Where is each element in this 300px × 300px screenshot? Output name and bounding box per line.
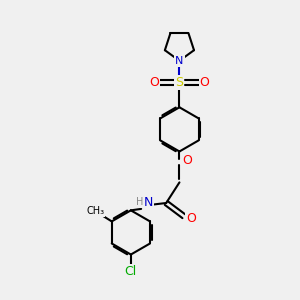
- Text: H: H: [136, 197, 143, 207]
- Text: O: O: [200, 76, 209, 89]
- Text: O: O: [182, 154, 192, 167]
- Text: O: O: [149, 76, 159, 89]
- Text: N: N: [175, 56, 184, 66]
- Text: Cl: Cl: [125, 265, 137, 278]
- Text: N: N: [144, 196, 153, 209]
- Text: S: S: [176, 76, 183, 89]
- Text: CH₃: CH₃: [86, 206, 105, 216]
- Text: O: O: [186, 212, 196, 225]
